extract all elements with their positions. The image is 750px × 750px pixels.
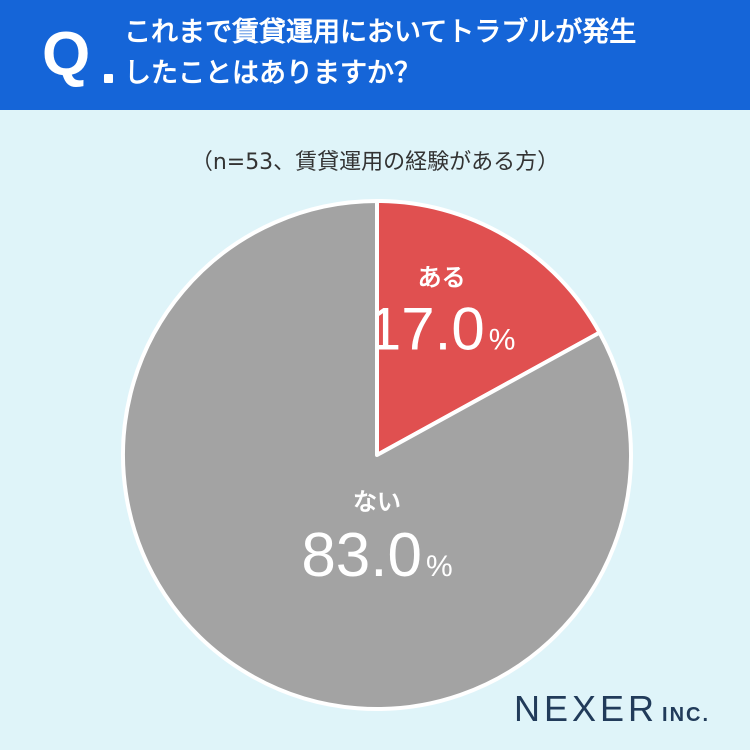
- slice-value-0: 17.0%: [368, 296, 515, 363]
- nexer-logo: NEXER INC.: [514, 688, 710, 730]
- logo-main: NEXER: [514, 688, 659, 729]
- question-mark-logo: Q: [42, 24, 113, 86]
- question-line-1: これまで賃貸運用においてトラブルが発生: [124, 17, 637, 48]
- slice-label-1: ない: [353, 488, 401, 516]
- pie-slice-0: [375, 199, 602, 457]
- question-line-2: したことはありますか？: [124, 58, 421, 89]
- sample-note: （n=53、賃貸運用の経験がある方）: [190, 150, 560, 175]
- pie-slice-1: [121, 199, 633, 711]
- q-dot: [104, 74, 113, 83]
- q-letter: Q: [42, 20, 91, 89]
- slice-label-0: ある: [418, 264, 466, 292]
- question-header: Q これまで賃貸運用においてトラブルが発生 したことはありますか？: [0, 0, 750, 110]
- slice-value-1: 83.0%: [301, 521, 452, 590]
- logo-suffix: INC.: [662, 704, 711, 726]
- question-text: これまで賃貸運用においてトラブルが発生 したことはありますか？: [124, 12, 724, 94]
